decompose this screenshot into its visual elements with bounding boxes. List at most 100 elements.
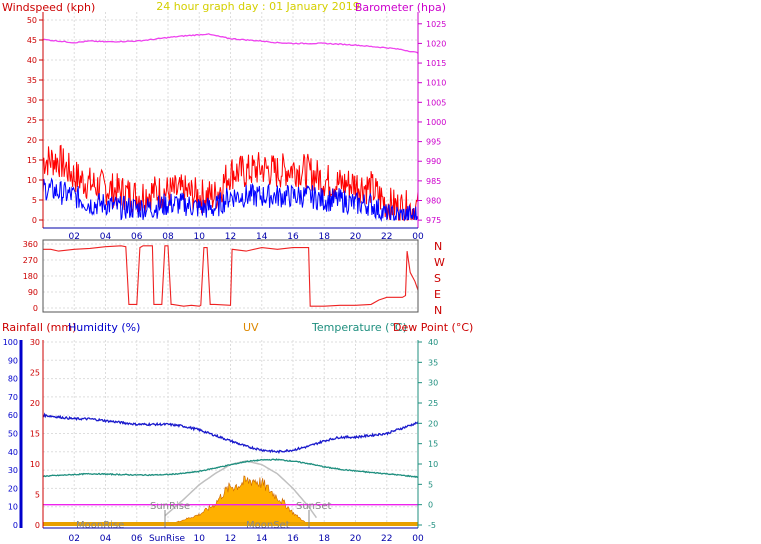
barometer-line (42, 33, 419, 54)
top-left-tick-label: 20 (27, 136, 37, 145)
top-x-tick-label: 10 (194, 232, 206, 242)
top-left-tick-label: 40 (27, 56, 37, 65)
wind-direction-line (43, 245, 419, 307)
top-left-tick-label: 35 (27, 76, 37, 85)
direction-tick-label: 90 (28, 288, 38, 297)
temp-tick-label: 15 (428, 440, 438, 449)
top-title-left: Windspeed (kph) (2, 1, 95, 14)
bottom-x-tick-label: 04 (100, 534, 112, 544)
humidity-tick-label: 70 (8, 393, 18, 402)
bottom-x-tick-label: 10 (194, 534, 206, 544)
temp-tick-label: 40 (428, 338, 438, 347)
top-panel: Windspeed (kph) 24 hour graph day : 01 J… (2, 0, 446, 242)
bottom-ticks: 0102030405060708090100051015202530-50510… (3, 338, 438, 544)
top-right-tick-label: 1025 (426, 20, 446, 29)
humidity-line (42, 412, 419, 454)
top-right-tick-label: 975 (426, 216, 441, 225)
bottom-x-tick-label: 16 (287, 534, 299, 544)
direction-grid (43, 240, 419, 312)
bottom-x-tick-label: 00 (412, 534, 424, 544)
top-left-tick-label: 0 (32, 216, 37, 225)
temp-tick-label: 20 (428, 419, 438, 428)
top-right-tick-label: 980 (426, 197, 441, 206)
humidity-tick-label: 80 (8, 375, 18, 384)
temperature-line (42, 458, 419, 479)
temp-tick-label: 0 (428, 501, 433, 510)
top-right-tick-label: 1005 (426, 98, 446, 107)
rain-tick-label: 0 (35, 521, 40, 530)
temp-tick-label: 10 (428, 460, 438, 469)
temp-tick-label: -5 (428, 521, 436, 530)
direction-tick-label: 0 (33, 304, 38, 313)
uv-area (167, 475, 310, 526)
humidity-tick-label: 90 (8, 356, 18, 365)
rainfall-baseline (43, 522, 418, 526)
legend-humidity: Humidity (%) (68, 321, 140, 334)
humidity-tick-label: 0 (13, 521, 18, 530)
direction-tick-label: 270 (23, 256, 38, 265)
top-x-tick-label: 14 (256, 232, 268, 242)
legend-temperature: Temperature (°C) (311, 321, 407, 334)
top-right-tick-label: 1000 (426, 118, 446, 127)
legend-uv: UV (243, 321, 259, 334)
top-right-tick-label: 995 (426, 138, 441, 147)
legend-dewpoint: Dew Point (°C) (393, 321, 473, 334)
top-x-tick-label: 06 (131, 232, 143, 242)
temp-tick-label: 35 (428, 358, 438, 367)
rain-tick-label: 10 (30, 460, 40, 469)
top-x-tick-label: 20 (350, 232, 362, 242)
rain-tick-label: 25 (30, 369, 40, 378)
direction-tick-label: 180 (23, 272, 38, 281)
top-right-tick-label: 1010 (426, 79, 446, 88)
moonset-label: MoonSet (246, 520, 290, 531)
direction-compass-label: N (434, 304, 442, 317)
top-left-tick-label: 15 (27, 156, 37, 165)
direction-tick-label: 360 (23, 240, 38, 249)
humidity-tick-label: 100 (3, 338, 18, 347)
direction-compass-label: S (434, 272, 441, 285)
temp-tick-label: 5 (428, 480, 433, 489)
top-x-tick-label: 02 (69, 232, 80, 242)
direction-compass-label: W (434, 256, 445, 269)
bottom-x-tick-label: 12 (225, 534, 236, 544)
humidity-tick-label: 10 (8, 503, 18, 512)
humidity-tick-label: 30 (8, 466, 18, 475)
bottom-x-tick-label: 20 (350, 534, 362, 544)
top-x-tick-label: 00 (412, 232, 424, 242)
top-x-tick-label: 18 (319, 232, 331, 242)
humidity-tick-label: 50 (8, 430, 18, 439)
rain-tick-label: 15 (30, 430, 40, 439)
temp-tick-label: 25 (428, 399, 438, 408)
top-ticks: 0510152025303540455097598098599099510001… (27, 16, 447, 242)
bottom-x-tick-label: 14 (256, 534, 268, 544)
bottom-x-tick-label: 02 (69, 534, 80, 544)
humidity-tick-label: 60 (8, 411, 18, 420)
top-right-tick-label: 990 (426, 157, 441, 166)
bottom-panel: Rainfall (mm) Humidity (%) UV Temperatur… (2, 321, 473, 544)
top-x-tick-label: 22 (381, 232, 392, 242)
direction-compass-label: E (434, 288, 441, 301)
top-left-tick-label: 45 (27, 36, 37, 45)
top-title-right: Barometer (hpa) (355, 1, 446, 14)
rain-tick-label: 30 (30, 338, 40, 347)
humidity-tick-label: 20 (8, 484, 18, 493)
top-x-tick-label: 08 (162, 232, 174, 242)
sunrise-label: SunRise (150, 501, 190, 512)
top-right-tick-label: 1015 (426, 59, 446, 68)
top-left-tick-label: 5 (32, 196, 37, 205)
rain-tick-label: 20 (30, 399, 40, 408)
sunset-label: SunSet (296, 501, 332, 512)
direction-compass-label: N (434, 240, 442, 253)
bottom-x-tick-label: 06 (131, 534, 143, 544)
temp-tick-label: 30 (428, 379, 438, 388)
top-right-tick-label: 1020 (426, 39, 446, 48)
legend-rainfall: Rainfall (mm) (2, 321, 76, 334)
moonrise-label: MoonRise (76, 520, 124, 531)
top-x-tick-label: 16 (287, 232, 299, 242)
bottom-x-tick-label: 18 (319, 534, 331, 544)
top-left-tick-label: 25 (27, 116, 37, 125)
x-sunrise-label: SunRise (149, 534, 186, 544)
